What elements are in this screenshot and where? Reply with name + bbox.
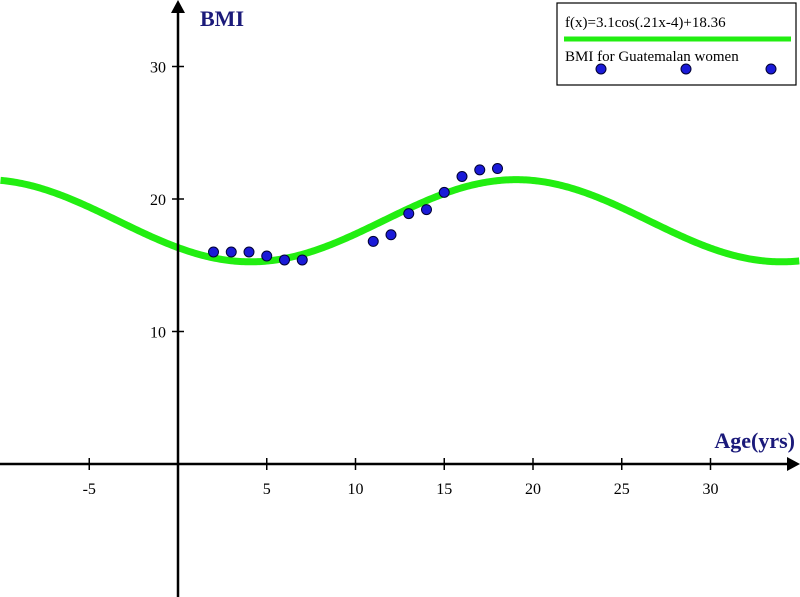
data-point: [438, 186, 450, 198]
y-axis-title: BMI: [200, 6, 244, 31]
data-point: [261, 250, 273, 262]
legend: f(x)=3.1cos(.21x-4)+18.36 BMI for Guatem…: [556, 2, 797, 86]
y-ticks: 10 20 30: [150, 60, 184, 342]
x-tick-label: 30: [703, 481, 719, 498]
data-points: [208, 163, 503, 266]
x-ticks: -5 5 10 15 20 25 30: [83, 458, 719, 498]
data-point: [403, 208, 415, 220]
data-point: [492, 163, 503, 175]
data-point: [421, 204, 432, 216]
data-point: [243, 246, 255, 258]
data-point: [296, 254, 308, 266]
y-tick-label: 20: [150, 192, 166, 209]
x-tick-label: 10: [348, 481, 364, 498]
x-tick-label: 20: [525, 481, 541, 498]
y-axis-arrowhead: [171, 0, 185, 13]
y-tick-label: 10: [150, 325, 166, 342]
x-tick-label: -5: [83, 481, 96, 498]
y-tick-label: 30: [150, 60, 166, 77]
x-tick-label: 25: [614, 481, 630, 498]
data-point: [279, 254, 290, 266]
legend-label-series: BMI for Guatemalan women: [565, 49, 739, 65]
data-point: [474, 164, 486, 176]
data-point: [208, 246, 219, 258]
data-point: [225, 246, 237, 258]
data-point: [367, 235, 379, 247]
cosine-fit-curve: [0, 176, 800, 266]
legend-swatch-point: [680, 63, 692, 75]
legend-swatch-point: [595, 63, 607, 75]
data-point: [385, 229, 397, 241]
legend-swatch-point: [765, 63, 777, 75]
x-tick-label: 15: [436, 481, 452, 498]
x-tick-label: 5: [263, 481, 271, 498]
x-axis-title: Age(yrs): [714, 428, 795, 453]
x-axis-arrowhead: [787, 457, 800, 471]
data-point: [456, 170, 468, 182]
legend-label-function: f(x)=3.1cos(.21x-4)+18.36: [565, 15, 726, 31]
